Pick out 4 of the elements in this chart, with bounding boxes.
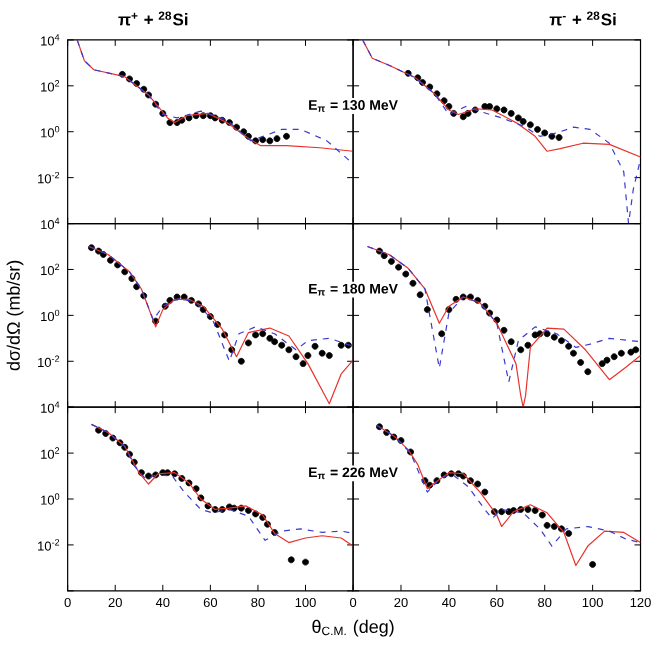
chart-title: π$^{+}$ + $^{28}$Si <box>118 11 188 26</box>
x-axis-title: θ$_{C.M.}$ (deg) <box>312 619 394 637</box>
y-axis-title: dσ/dΩ (mb/sr) <box>6 260 24 370</box>
chart-title: π$^{-}$ + $^{28}$Si <box>549 11 616 26</box>
